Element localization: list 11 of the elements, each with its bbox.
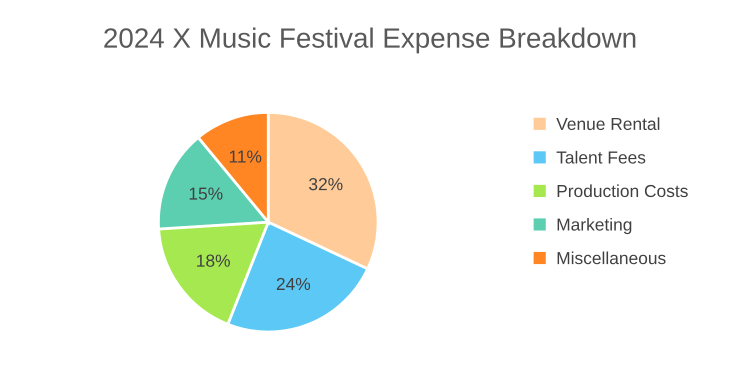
data-label: 18% (197, 254, 230, 267)
data-label: 11% (230, 150, 262, 163)
data-label: 32% (309, 178, 343, 190)
data-label: 24% (276, 278, 310, 290)
data-label: 15% (190, 188, 223, 200)
legend-label: Venue Rental (556, 117, 660, 130)
legend-label: Talent Fees (556, 150, 646, 164)
chart-title: 2024 X Music Festival Expense Breakdown (104, 27, 636, 54)
legend-label: Marketing (558, 218, 632, 234)
legend-label: Production Costs (558, 184, 688, 198)
legend-label: Miscellaneous (558, 252, 666, 264)
